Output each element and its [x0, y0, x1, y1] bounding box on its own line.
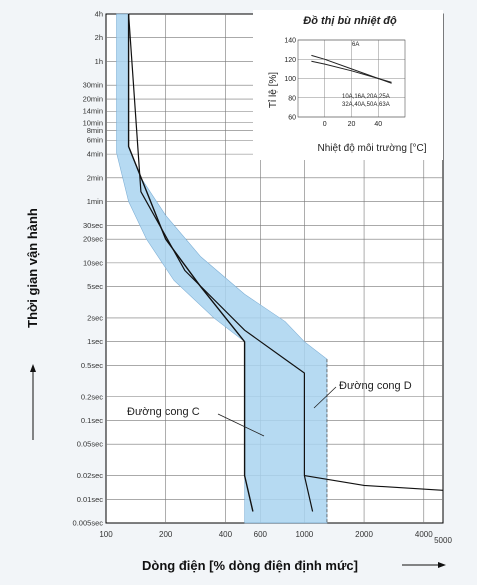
inset-grid: 60 80 100 120 140 0 20 40: [284, 38, 406, 128]
inset-series: [311, 54, 392, 84]
y-tick-label: 30min: [83, 81, 103, 90]
x-axis-arrowhead: [438, 562, 446, 568]
y-tick-label: 14min: [83, 107, 103, 116]
y-tick-label: 1h: [95, 57, 103, 66]
inset-chart: Đồ thị bù nhiệt độ Tỉ lệ [%] Nhiệt độ mô…: [253, 10, 443, 160]
y-tick-label: 1sec: [87, 337, 103, 346]
y-tick-label: 10min: [83, 118, 103, 127]
inset-x-tick: 20: [348, 121, 356, 128]
y-tick-label: 30sec: [83, 221, 103, 230]
y-tick-label: 20sec: [83, 235, 103, 244]
y-tick-label: 0.05sec: [77, 440, 104, 449]
y-tick-label: 5sec: [87, 282, 103, 291]
y-tick-label: 20min: [83, 95, 103, 104]
y-tick-label: 4h: [95, 10, 103, 19]
inset-y-label: Tỉ lệ [%]: [267, 72, 279, 108]
y-tick-label: 8min: [87, 126, 103, 135]
x-tick-label: 100: [99, 530, 113, 539]
y-tick-label: 0.1sec: [81, 416, 103, 425]
y-tick-label: 0.01sec: [77, 495, 104, 504]
inset-title: Đồ thị bù nhiệt độ: [303, 15, 397, 27]
inset-x-tick: 0: [323, 121, 327, 128]
x-tick-label: 1000: [295, 530, 313, 539]
series-line-2: [304, 475, 444, 491]
inset-y-tick: 120: [284, 57, 296, 64]
y-tick-label: 2sec: [87, 313, 103, 322]
y-tick-label: 6min: [87, 136, 103, 145]
annotation-curve-d-arrow: [313, 386, 337, 409]
y-tick-label: 10sec: [83, 258, 103, 267]
y-tick-label: 0.02sec: [77, 471, 104, 480]
x-tick-label: 600: [254, 530, 268, 539]
trip-curves: [127, 13, 444, 512]
inset-annotation-small-ratings: 10A,16A,20A,25A: [342, 94, 390, 100]
curve-annotations: Đường cong C Đường cong D: [127, 380, 412, 437]
y-tick-label: 1min: [87, 197, 103, 206]
inset-y-tick: 140: [284, 38, 296, 45]
tolerance-band: [116, 13, 328, 524]
y-tick-label: 0.005sec: [73, 519, 104, 528]
inset-background: [253, 10, 443, 160]
series-line-1: [128, 13, 314, 512]
inset-annotation-large-ratings: 32A,40A,50A,63A: [342, 102, 390, 108]
y-tick-label: 0.5sec: [81, 361, 103, 370]
x-tick-label: 200: [159, 530, 173, 539]
y-axis-label: Thời gian vận hành: [25, 208, 40, 328]
y-tick-label: 0.2sec: [81, 392, 103, 401]
x-tick-label: 400: [219, 530, 233, 539]
tolerance-band-area: [116, 13, 328, 524]
inset-y-tick: 60: [288, 115, 296, 122]
annotation-curve-c: Đường cong C: [127, 406, 200, 418]
annotation-curve-d: Đường cong D: [339, 380, 412, 392]
inset-frame: [297, 39, 406, 118]
inset-y-tick: 100: [284, 76, 296, 83]
inset-x-tick: 40: [374, 121, 382, 128]
x-tick-label: 2000: [355, 530, 373, 539]
x-tick-label: 5000: [434, 536, 452, 545]
annotation-curve-c-arrow: [217, 413, 265, 437]
y-tick-label: 2min: [87, 173, 103, 182]
y-tick-label: 4min: [87, 150, 103, 159]
inset-x-label: Nhiệt độ môi trường [°C]: [318, 143, 427, 154]
x-axis-label: Dòng điện [% dòng điện định mức]: [142, 558, 358, 573]
inset-annotation-6a: 6A: [352, 42, 359, 48]
y-axis-arrowhead: [30, 364, 36, 372]
inset-series-line-1: [311, 60, 392, 83]
y-tick-label: 2h: [95, 33, 103, 42]
x-tick-label: 4000: [415, 530, 433, 539]
inset-y-tick: 80: [288, 95, 296, 102]
